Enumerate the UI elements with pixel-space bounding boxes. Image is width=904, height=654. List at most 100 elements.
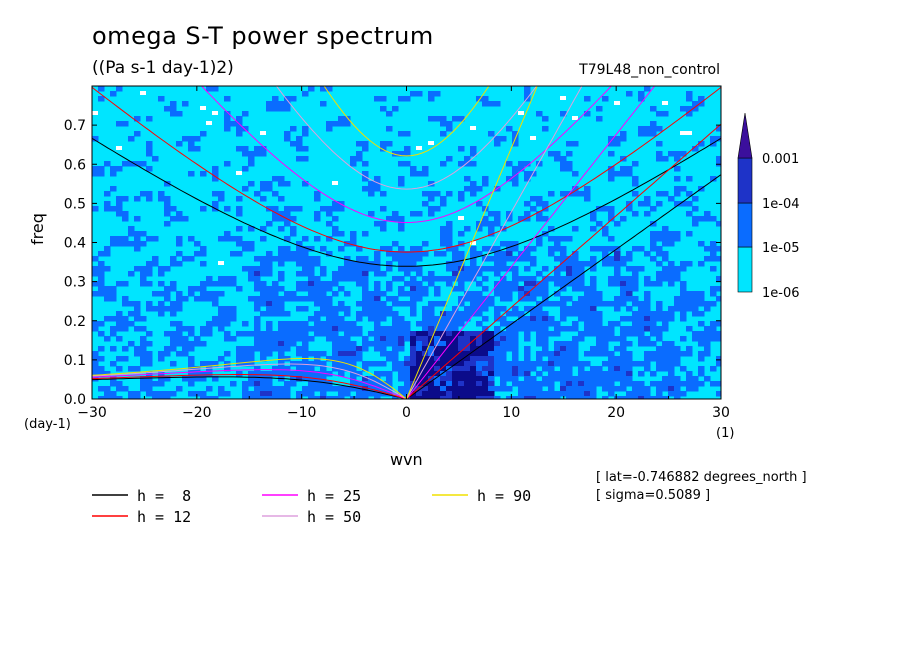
field-cell [674, 346, 681, 352]
field-cell [428, 376, 435, 382]
field-cell [566, 271, 573, 277]
field-cell [116, 201, 123, 207]
field-cell [98, 321, 105, 327]
field-cell [464, 331, 471, 337]
field-cell [704, 256, 711, 262]
field-cell [392, 276, 399, 282]
field-cell [494, 286, 501, 292]
field-cell [644, 276, 651, 282]
field-cell [662, 361, 669, 367]
field-cell [572, 326, 579, 332]
field-cell [476, 251, 483, 257]
field-cell [482, 351, 489, 357]
field-cell [278, 301, 285, 307]
field-cell [266, 311, 273, 317]
field-cell [140, 276, 147, 282]
field-cell [272, 216, 279, 222]
field-cell [656, 356, 663, 362]
field-cell [284, 381, 291, 387]
field-cell [170, 281, 177, 287]
field-cell [590, 306, 597, 312]
field-cell [668, 376, 675, 382]
field-cell [122, 301, 129, 307]
field-cell [650, 281, 657, 287]
field-cell [260, 256, 267, 262]
field-cell [596, 296, 603, 302]
field-cell [506, 256, 513, 262]
field-cell [620, 171, 627, 177]
field-cell [524, 366, 531, 372]
field-cell [434, 191, 441, 197]
field-cell [566, 306, 573, 312]
field-cell [236, 371, 243, 377]
field-cell [392, 106, 399, 112]
field-cell [476, 356, 483, 362]
field-cell [686, 261, 693, 267]
field-cell [584, 196, 591, 202]
field-cell [620, 351, 627, 357]
field-cell [218, 281, 225, 287]
field-cell [638, 131, 645, 137]
field-cell [386, 111, 393, 117]
field-cell [224, 391, 231, 397]
field-cell [338, 316, 345, 322]
field-cell [374, 346, 381, 352]
field-cell [680, 336, 687, 342]
field-cell [308, 261, 315, 267]
field-cell [344, 391, 351, 397]
field-cell [512, 271, 519, 277]
field-cell [476, 391, 483, 397]
field-cell [266, 336, 273, 342]
field-cell [656, 381, 663, 387]
field-cell [482, 376, 489, 382]
field-cell [638, 266, 645, 272]
field-cell [536, 351, 543, 357]
field-cell [368, 181, 375, 187]
field-cell [614, 376, 621, 382]
field-cell [716, 321, 721, 327]
field-cell [176, 236, 183, 242]
field-cell [338, 266, 345, 272]
field-cell [428, 116, 435, 122]
field-cell [452, 346, 459, 352]
field-cell [494, 326, 501, 332]
field-cell [716, 336, 721, 342]
field-cell [410, 301, 417, 307]
field-cell [212, 321, 219, 327]
field-cell [482, 396, 489, 399]
field-cell [608, 321, 615, 327]
field-cell [278, 396, 285, 399]
field-cell [686, 291, 693, 297]
field-cell [554, 361, 561, 367]
field-cell [638, 361, 645, 367]
field-cell [344, 351, 351, 357]
field-cell [260, 356, 267, 362]
field-cell [668, 261, 675, 267]
field-cell [302, 366, 309, 372]
field-cell [650, 131, 657, 137]
field-cell [440, 116, 447, 122]
field-cell [566, 326, 573, 332]
field-cell [284, 336, 291, 342]
field-cell [488, 211, 495, 217]
field-cell [320, 371, 327, 377]
field-cell [92, 366, 99, 372]
field-cell [548, 246, 555, 252]
field-cell [710, 176, 717, 182]
field-cell [596, 331, 603, 337]
field-cell [656, 361, 663, 367]
field-cell [242, 151, 249, 157]
field-cell [566, 341, 573, 347]
field-cell [686, 96, 693, 102]
field-cell [554, 276, 561, 282]
field-cell [278, 366, 285, 372]
field-cell [152, 236, 159, 242]
field-cell [290, 206, 297, 212]
field-cell [266, 101, 273, 107]
field-cell [272, 346, 279, 352]
field-cell [440, 326, 447, 332]
field-cell [428, 311, 435, 317]
field-cell [554, 396, 561, 399]
field-cell [668, 241, 675, 247]
field-cell [272, 286, 279, 292]
